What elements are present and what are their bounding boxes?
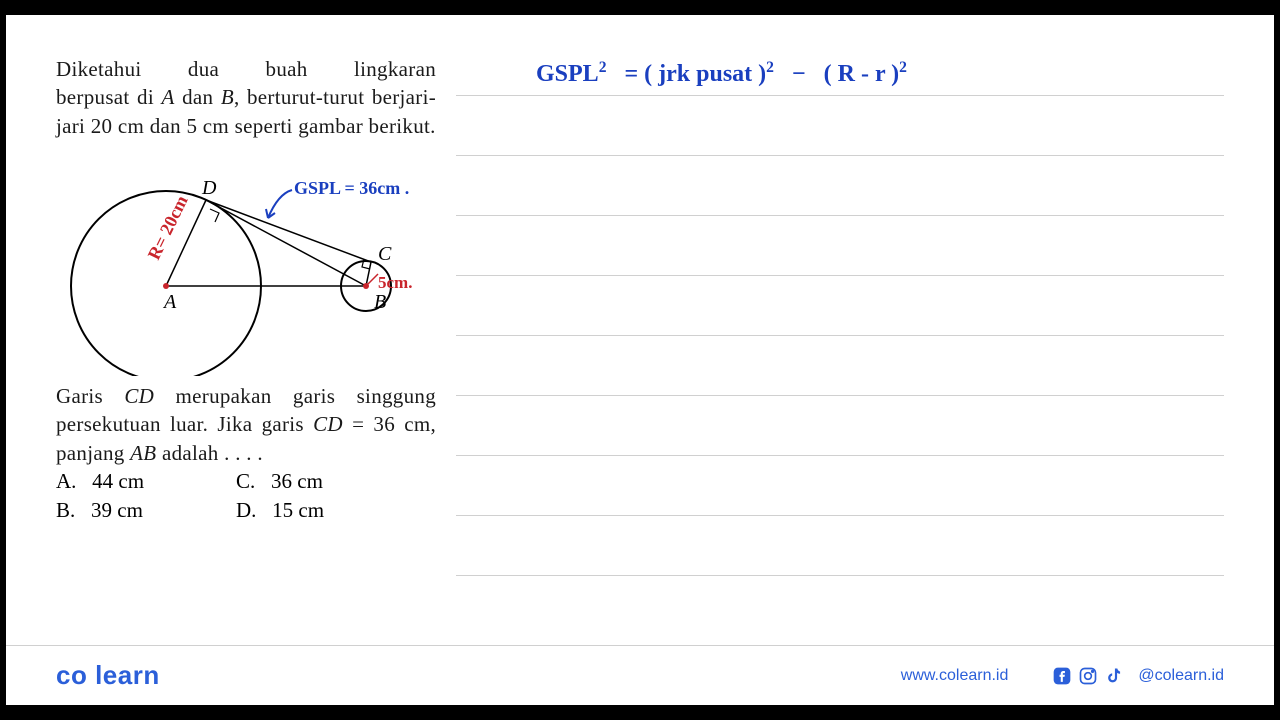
hline	[456, 455, 1224, 456]
footer-url: www.colearn.id	[901, 667, 1009, 685]
content-area: Diketahui dua buah lingkaran berpusat di…	[56, 55, 1224, 635]
line-db	[206, 200, 366, 286]
hline	[456, 575, 1224, 576]
hline	[456, 215, 1224, 216]
hline	[456, 515, 1224, 516]
annotation-arrow	[268, 190, 292, 218]
hline	[456, 155, 1224, 156]
problem-column: Diketahui dua buah lingkaran berpusat di…	[56, 55, 456, 635]
social-icons	[1052, 666, 1124, 686]
brand-logo: co learn	[56, 660, 160, 691]
label-c: C	[378, 243, 392, 265]
tiktok-icon	[1104, 666, 1124, 686]
label-b: B	[374, 291, 386, 313]
hline	[456, 395, 1224, 396]
option-b: B. 39 cm	[56, 496, 236, 525]
hline	[456, 335, 1224, 336]
problem-question: Garis CD merupakan garis singgung persek…	[56, 382, 436, 467]
annotation-gspl: GSPL = 36cm .	[294, 178, 409, 198]
option-d: D. 15 cm	[236, 496, 416, 525]
annotation-r-small: 5cm.	[378, 273, 412, 292]
line-dc	[206, 200, 371, 262]
problem-intro-2: berpusat di A dan B, berturut-turut berj…	[56, 83, 436, 140]
label-d: D	[201, 177, 217, 199]
option-c: C. 36 cm	[236, 467, 416, 496]
geometry-diagram: A B C D R= 20cm 5cm. GSPL = 36cm .	[56, 146, 456, 376]
worksheet-column: GSPL2 = ( jrk pusat )2 − ( R - r )2	[456, 55, 1224, 635]
handwritten-equation: GSPL2 = ( jrk pusat )2 − ( R - r )2	[536, 59, 907, 88]
hline	[456, 275, 1224, 276]
instagram-icon	[1078, 666, 1098, 686]
right-angle-d	[210, 209, 219, 222]
footer: co learn www.colearn.id @colearn.id	[6, 645, 1274, 705]
annotation-r-big: R= 20cm	[144, 192, 192, 263]
option-a: A. 44 cm	[56, 467, 236, 496]
answer-options: A. 44 cm C. 36 cm B. 39 cm D. 15 cm	[56, 467, 436, 526]
diagram-svg: A B C D R= 20cm 5cm. GSPL = 36cm .	[56, 146, 456, 376]
hline	[456, 95, 1224, 96]
footer-right: www.colearn.id @colearn.id	[901, 666, 1224, 686]
facebook-icon	[1052, 666, 1072, 686]
problem-intro: Diketahui dua buah lingkaran	[56, 55, 436, 83]
dot-a	[163, 283, 169, 289]
page: Diketahui dua buah lingkaran berpusat di…	[6, 15, 1274, 705]
lined-paper	[456, 55, 1224, 635]
label-a: A	[162, 291, 177, 313]
footer-handle: @colearn.id	[1138, 667, 1224, 685]
